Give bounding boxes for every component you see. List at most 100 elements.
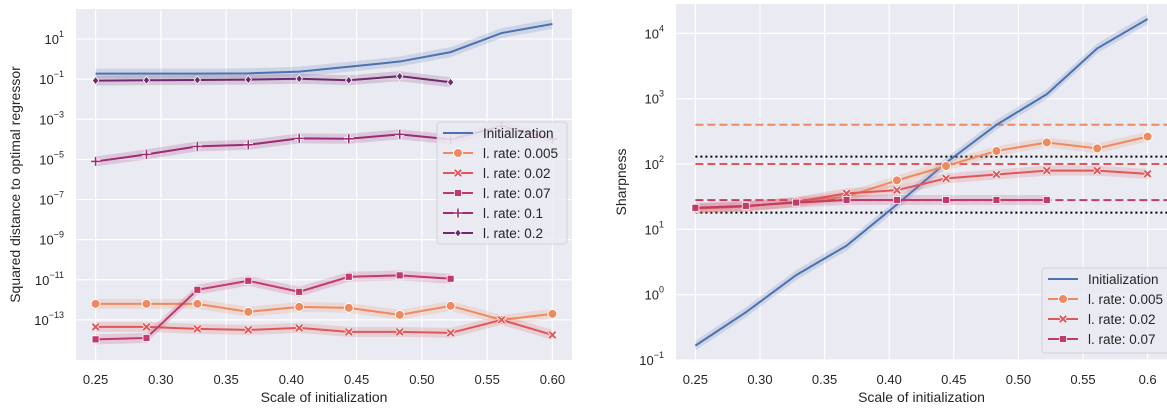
square-marker — [91, 335, 100, 344]
x-marker — [1093, 166, 1102, 175]
x-marker — [454, 169, 462, 177]
plus-marker — [192, 141, 202, 151]
circle-marker — [547, 308, 558, 319]
y-tick-label: 101 — [45, 29, 64, 47]
circle-marker — [445, 300, 456, 311]
series-l-rate-0-2 — [91, 71, 455, 88]
square-marker — [792, 198, 801, 207]
x-marker — [842, 189, 851, 198]
legend-label: l. rate: 0.2 — [483, 226, 543, 241]
circle-marker — [90, 298, 101, 309]
x-marker — [893, 186, 901, 195]
square-marker — [842, 196, 851, 204]
legend-label: l. rate: 0.07 — [1088, 332, 1156, 347]
x-tick-label: 0.50 — [409, 372, 434, 387]
series-l-rate-0-02 — [91, 314, 557, 340]
legend-item: l. rate: 0.07 — [1048, 332, 1156, 347]
circle-marker — [1058, 294, 1068, 304]
x-marker — [548, 331, 557, 339]
legend-label: Initialization — [483, 126, 554, 141]
diamond-marker — [395, 71, 404, 81]
series-l-rate-0-07 — [91, 270, 455, 345]
y-tick-label: 10−3 — [39, 109, 64, 127]
square-marker — [446, 274, 455, 283]
x-marker — [942, 174, 950, 183]
series-l-rate-0-07 — [691, 194, 1051, 213]
x-marker — [193, 325, 202, 333]
legend-label: l. rate: 0.005 — [1088, 292, 1163, 307]
legend-item: Initialization — [443, 126, 554, 141]
x-marker — [344, 328, 353, 336]
diamond-marker — [446, 77, 455, 87]
legend-box — [1041, 267, 1167, 354]
x-marker — [1059, 315, 1067, 323]
y-tick-label: 10−7 — [39, 190, 64, 208]
x-tick-label: 0.25 — [83, 372, 108, 387]
square-marker — [193, 285, 202, 294]
y-axis-label: Squared distance to optimal regressor — [7, 66, 23, 303]
right-chart-panel: 0.25 0.30 0.35 0.40 0.45 0.50 0.55 0.6 104 103 102… — [613, 4, 1167, 405]
x-tick-label: 0.45 — [344, 372, 369, 387]
square-marker — [142, 334, 151, 342]
x-tick-label: 0.25 — [683, 372, 708, 387]
x-marker — [446, 329, 455, 337]
square-marker — [691, 203, 700, 212]
square-marker — [1059, 335, 1067, 343]
square-marker — [893, 196, 901, 204]
legend-label: Initialization — [1088, 272, 1159, 287]
x-marker — [142, 322, 151, 331]
x-marker — [295, 324, 304, 332]
x-tick-label: 0.60 — [540, 372, 565, 387]
series-initialization — [95, 19, 553, 79]
square-marker — [741, 201, 750, 210]
x-tick-label: 0.55 — [1070, 372, 1095, 387]
diamond-marker — [244, 74, 253, 85]
circle-marker — [941, 160, 952, 171]
square-marker — [942, 196, 950, 204]
y-tick-label: 10−5 — [39, 149, 64, 167]
x-tick-label: 0.50 — [1006, 372, 1031, 387]
x-tick-label: 0.45 — [941, 372, 966, 387]
y-tick-label: 102 — [645, 154, 664, 172]
x-tick-label: 0.35 — [213, 372, 238, 387]
circle-marker — [891, 175, 902, 186]
diamond-marker — [454, 228, 462, 238]
square-marker — [454, 189, 462, 197]
square-marker — [344, 272, 353, 281]
square-marker — [992, 196, 1001, 204]
x-marker — [992, 170, 1001, 179]
diamond-marker — [295, 74, 303, 84]
x-tick-label: 0.40 — [877, 372, 902, 387]
x-tick-label: 0.6 — [1139, 372, 1157, 387]
legend-item: l. rate: 0.02 — [1048, 312, 1156, 327]
y-tick-label: 104 — [645, 23, 664, 41]
circle-marker — [343, 302, 354, 313]
x-marker — [1042, 166, 1051, 175]
circle-marker — [453, 148, 463, 158]
legend: Initialization l. rate: 0.005 l. rate: 0.0… — [436, 121, 568, 245]
x-axis-label: Scale of initialization — [261, 389, 388, 405]
plus-marker — [141, 149, 151, 159]
x-tick-label: 0.30 — [747, 372, 772, 387]
legend-item: l. rate: 0.1 — [443, 206, 543, 221]
x-tick-label: 0.30 — [148, 372, 173, 387]
x-tick-label: 0.40 — [279, 372, 304, 387]
square-marker — [295, 287, 304, 296]
plus-marker — [243, 140, 253, 150]
plus-marker — [453, 208, 463, 218]
diamond-marker — [193, 75, 202, 85]
legend-label: l. rate: 0.1 — [483, 206, 543, 221]
y-tick-label: 100 — [645, 285, 664, 303]
x-tick-label: 0.55 — [475, 372, 500, 387]
legend-item: l. rate: 0.02 — [443, 166, 551, 181]
circle-marker — [394, 309, 405, 320]
x-axis-label: Scale of initialization — [858, 389, 985, 405]
legend-item: l. rate: 0.07 — [443, 186, 551, 201]
x-marker — [91, 322, 100, 331]
diamond-marker — [345, 75, 353, 85]
plus-marker — [294, 133, 304, 143]
series-line — [95, 274, 451, 341]
series-line — [695, 198, 1047, 209]
legend-label: l. rate: 0.02 — [483, 166, 551, 181]
